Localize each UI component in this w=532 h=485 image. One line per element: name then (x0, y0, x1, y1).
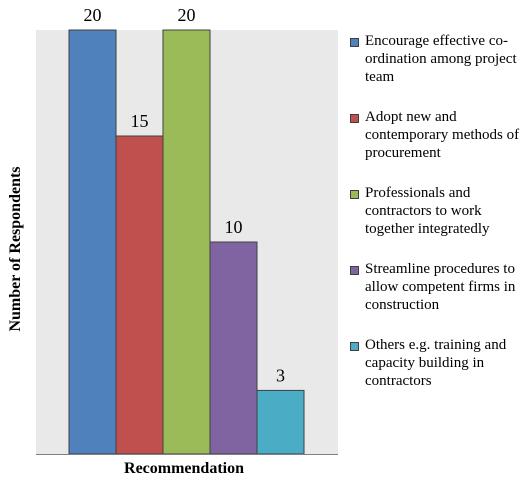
legend-label: Encourage effective co-ordination among … (365, 33, 517, 85)
legend-item: Others e.g. training and capacity buildi… (350, 336, 530, 390)
bar-value-label: 10 (225, 217, 243, 237)
bar-value-label: 20 (178, 5, 196, 25)
legend-item: Professionals and contractors to work to… (350, 184, 530, 238)
bar (115, 135, 164, 455)
legend-item: Streamline procedures to allow competent… (350, 260, 530, 314)
legend-label: Professionals and contractors to work to… (365, 185, 490, 237)
legend-item: Encourage effective co-ordination among … (350, 32, 530, 86)
legend-label: Others e.g. training and capacity buildi… (365, 337, 507, 389)
bar (209, 241, 258, 455)
bar (68, 29, 117, 455)
x-axis-label: Recommendation (124, 460, 244, 477)
bar (162, 29, 211, 455)
legend-label: Adopt new and contemporary methods of pr… (365, 109, 520, 161)
legend-swatch (350, 190, 359, 199)
legend-label: Streamline procedures to allow competent… (365, 261, 516, 313)
bar-value-label: 20 (84, 5, 102, 25)
bar-value-label: 3 (276, 365, 285, 385)
legend-swatch (350, 38, 359, 47)
legend-swatch (350, 342, 359, 351)
legend-swatch (350, 266, 359, 275)
bar (256, 389, 305, 455)
y-axis-label: Number of Respondents (7, 166, 24, 332)
legend-swatch (350, 114, 359, 123)
legend-item: Adopt new and contemporary methods of pr… (350, 108, 530, 162)
bar-value-label: 15 (131, 111, 149, 131)
legend: Encourage effective co-ordination among … (350, 32, 530, 390)
